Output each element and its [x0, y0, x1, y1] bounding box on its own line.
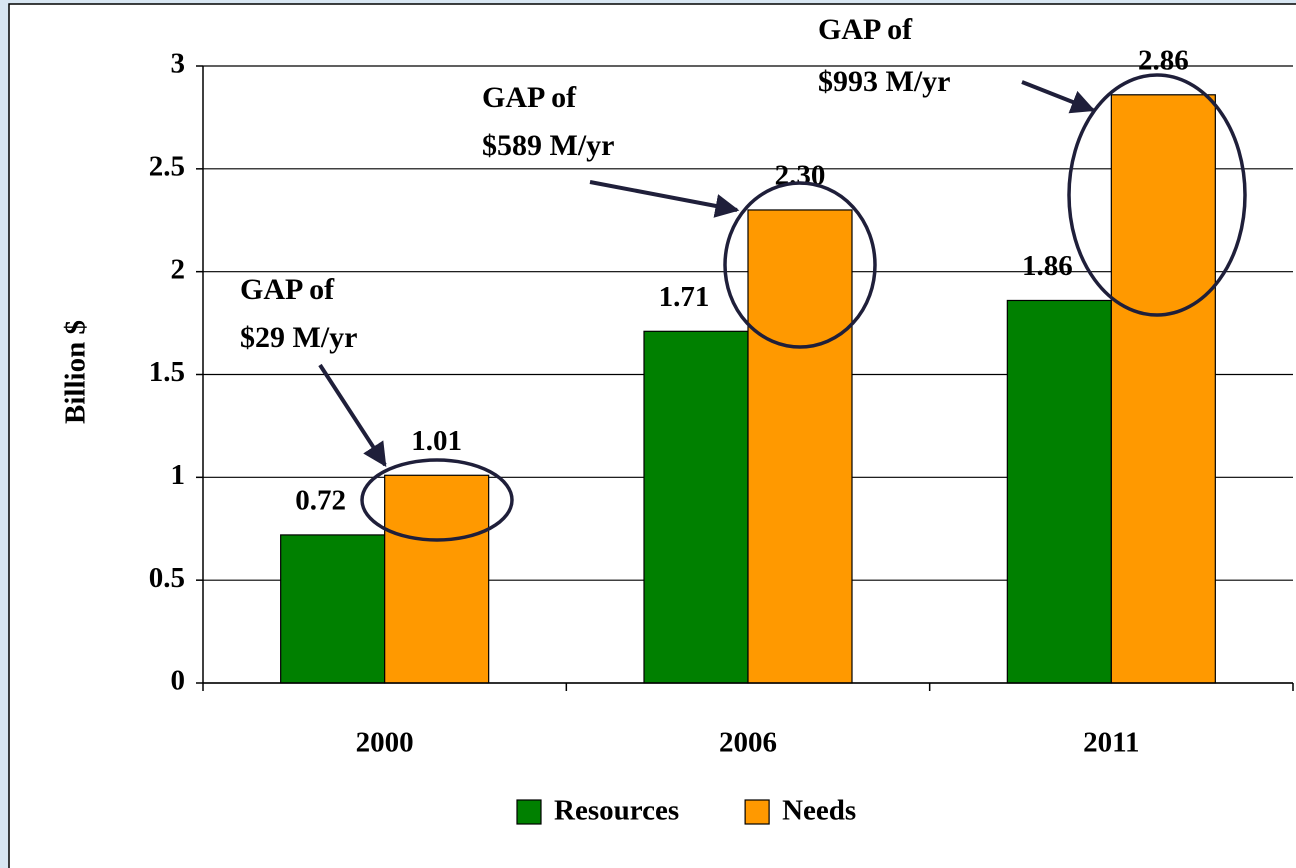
annotation-arrow [318, 363, 387, 468]
annotation-circle [360, 458, 514, 542]
annotation: $589 M/yr [482, 129, 614, 162]
bar [280, 534, 386, 684]
legend-label: Needs [782, 795, 856, 827]
annotation: GAP of [818, 13, 913, 46]
annotation: GAP of [240, 273, 335, 306]
legend-swatch [744, 799, 770, 825]
bar [747, 209, 853, 684]
x-tick-label: 2011 [1083, 727, 1139, 759]
data-label: 1.71 [659, 281, 710, 313]
data-label: 0.72 [295, 485, 346, 517]
x-tick-label: 2006 [719, 727, 777, 759]
y-axis-label: Billion $ [60, 320, 92, 424]
bar [384, 474, 490, 684]
y-tick-label: 2.5 [149, 150, 185, 182]
y-tick-label: 3 [171, 48, 186, 80]
legend-label: Resources [554, 795, 679, 827]
y-tick-label: 1 [171, 459, 186, 491]
bar [643, 330, 749, 684]
annotation-circle [723, 181, 877, 349]
y-tick-label: 0 [171, 665, 186, 697]
bar [1110, 94, 1216, 684]
data-label: 2.86 [1138, 44, 1189, 76]
annotation-circle [1067, 73, 1247, 317]
annotation: GAP of [482, 81, 577, 114]
data-label: 1.86 [1022, 250, 1073, 282]
data-label: 1.01 [411, 425, 462, 457]
x-tick-label: 2000 [356, 727, 414, 759]
annotation: $993 M/yr [818, 65, 950, 98]
annotation-arrow [589, 180, 740, 218]
y-tick-label: 1.5 [149, 356, 185, 388]
annotation: $29 M/yr [240, 321, 357, 354]
y-tick-label: 0.5 [149, 562, 185, 594]
annotation-arrow [1021, 80, 1096, 114]
legend-swatch [516, 799, 542, 825]
bar [1006, 299, 1112, 684]
y-tick-label: 2 [171, 253, 186, 285]
